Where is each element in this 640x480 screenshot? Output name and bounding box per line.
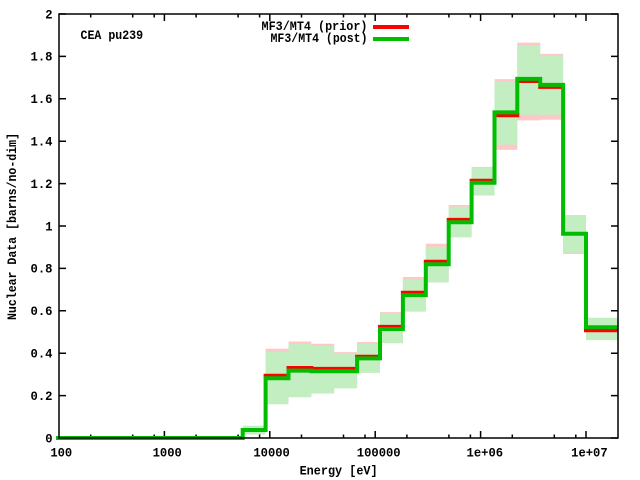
svg-text:1.6: 1.6 bbox=[31, 93, 53, 107]
svg-text:MF3/MT4 (post): MF3/MT4 (post) bbox=[271, 32, 368, 46]
svg-text:Energy [eV]: Energy [eV] bbox=[300, 464, 378, 478]
svg-text:2: 2 bbox=[45, 8, 52, 22]
svg-text:0.8: 0.8 bbox=[31, 263, 53, 277]
svg-text:100: 100 bbox=[50, 447, 72, 461]
svg-text:CEA pu239: CEA pu239 bbox=[81, 29, 144, 43]
svg-text:1.8: 1.8 bbox=[31, 51, 53, 65]
svg-text:0.2: 0.2 bbox=[31, 390, 53, 404]
svg-text:0.4: 0.4 bbox=[31, 348, 53, 362]
svg-text:100000: 100000 bbox=[357, 447, 401, 461]
svg-text:1: 1 bbox=[45, 220, 53, 234]
svg-text:0: 0 bbox=[45, 432, 52, 446]
svg-text:1.4: 1.4 bbox=[31, 136, 53, 150]
svg-text:MF3/MT4 (prior): MF3/MT4 (prior) bbox=[262, 20, 368, 34]
svg-text:0.6: 0.6 bbox=[31, 305, 53, 319]
svg-text:1.2: 1.2 bbox=[31, 178, 53, 192]
svg-text:1e+07: 1e+07 bbox=[571, 447, 608, 461]
svg-text:10000: 10000 bbox=[253, 447, 290, 461]
svg-text:1000: 1000 bbox=[153, 447, 182, 461]
svg-text:Nuclear Data [barns/no-dim]: Nuclear Data [barns/no-dim] bbox=[6, 133, 20, 320]
svg-text:1e+06: 1e+06 bbox=[467, 447, 504, 461]
